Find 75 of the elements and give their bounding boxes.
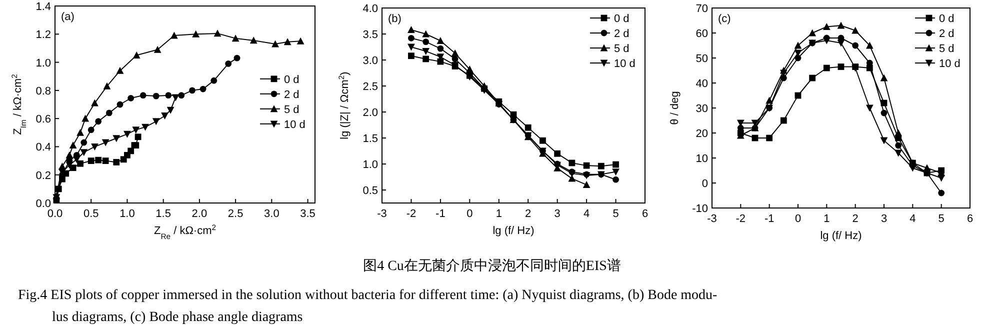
y-tick-label: 30	[696, 103, 708, 115]
x-tick-label: 5	[612, 208, 619, 220]
x-tick-label: 1.0	[120, 208, 135, 220]
y-tick-label: 1.4	[36, 1, 51, 13]
x-tick-label: 2	[852, 213, 858, 225]
y-tick-label: 0.8	[36, 85, 51, 98]
x-axis-title: lg (f/ Hz)	[492, 225, 534, 237]
x-tick-label: 4	[910, 213, 916, 225]
x-tick-label: 3	[880, 213, 888, 225]
x-tick-label: 2.5	[228, 208, 244, 220]
caption: Fig.4 EIS plots of copper immersed in the solution without bacteria for different time: (a) Nyquist diagrams, (b) Bode modu-	[18, 288, 718, 303]
x-tick-label: 2	[525, 208, 532, 220]
legend-label: 0 d	[614, 13, 630, 25]
y-tick-label: 2.0	[362, 107, 378, 119]
x-tick-label: 3	[554, 208, 560, 220]
x-tick-label: 6	[966, 213, 974, 225]
y-tick-label: 70	[696, 3, 708, 15]
x-tick-label: 3.5	[300, 208, 316, 220]
legend-label: 10 d	[939, 58, 960, 70]
legend-label: 10 d	[614, 58, 636, 70]
legend-label: 2 d	[939, 28, 954, 40]
legend-label: 5 d	[614, 43, 630, 55]
x-tick-label: -1	[436, 208, 446, 220]
x-tick-label: -3	[707, 213, 717, 225]
legend-label: 0 d	[284, 74, 300, 86]
y-tick-label: 40	[696, 78, 708, 90]
y-tick-label: 2.5	[362, 81, 378, 93]
x-tick-label: -1	[764, 213, 774, 225]
x-tick-label: 2.0	[192, 208, 208, 220]
x-tick-label: -2	[406, 208, 416, 220]
x-tick-label: -2	[736, 213, 746, 225]
x-axis-title: lg (f/ Hz)	[820, 230, 862, 242]
y-tick-label: 20	[696, 128, 708, 140]
x-tick-label: 1	[496, 208, 502, 220]
text: 图4 Cu在无菌介质中浸泡不同时间的EIS谱	[363, 258, 621, 274]
x-tick-label: 1	[824, 213, 830, 225]
legend-label: 2 d	[284, 88, 300, 101]
x-tick-label: 0.0	[47, 208, 63, 220]
y-tick-label: 50	[696, 53, 708, 65]
y-tick-label: 10	[696, 153, 708, 165]
legend-label: 2 d	[614, 28, 630, 40]
legend-label: 10 d	[284, 118, 306, 131]
annotation: (a)	[61, 11, 74, 23]
y-tick-label: 1.5	[362, 133, 378, 145]
x-tick-label: -3	[377, 208, 387, 220]
y-tick-label: 0.0	[36, 198, 51, 210]
x-tick-label: 1.5	[156, 208, 171, 220]
y-tick-label: -10	[692, 203, 708, 215]
y-tick-label: 4.0	[362, 3, 378, 15]
y-axis-title: θ / deg	[669, 91, 681, 125]
annotation: (c)	[718, 13, 731, 25]
y-tick-label: 3.0	[362, 55, 378, 67]
y-tick-label: 1.0	[362, 159, 378, 171]
text: lus diagrams, (c) Bode phase angle diagrams	[52, 310, 303, 325]
annotation: (b)	[388, 13, 402, 25]
y-tick-label: 60	[696, 28, 708, 40]
x-tick-label: 4	[583, 208, 590, 220]
y-tick-label: 0.2	[36, 170, 51, 182]
x-tick-label: 5	[938, 213, 944, 225]
y-tick-label: 1.2	[36, 29, 51, 42]
x-tick-label: 0	[466, 208, 473, 220]
legend-label: 5 d	[939, 43, 954, 55]
x-tick-label: 6	[642, 208, 648, 220]
y-tick-label: 0	[702, 178, 708, 190]
y-tick-label: 0.6	[36, 114, 51, 126]
x-tick-label: 0.5	[83, 208, 99, 220]
x-tick-label: 3.0	[264, 208, 280, 220]
y-tick-label: 0.4	[36, 142, 51, 154]
x-tick-label: 0	[794, 213, 802, 225]
legend-label: 0 d	[939, 13, 954, 25]
y-tick-label: 1.0	[36, 57, 51, 70]
y-tick-label: 0.5	[362, 185, 378, 197]
y-tick-label: 3.5	[362, 29, 378, 41]
legend-label: 5 d	[284, 104, 300, 116]
x-axis-title: Z$_{Re}$ / kΩ·cm$^{2}$	[154, 222, 216, 240]
